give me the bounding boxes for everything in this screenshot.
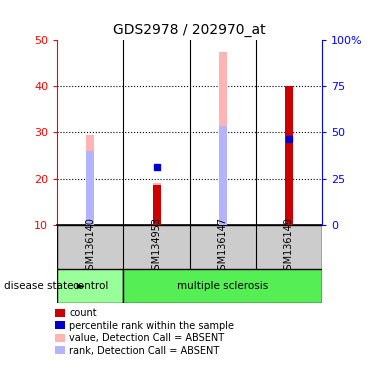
Title: GDS2978 / 202970_at: GDS2978 / 202970_at xyxy=(113,23,266,36)
Bar xyxy=(219,126,227,225)
Text: GSM136147: GSM136147 xyxy=(218,217,228,276)
Text: GSM134953: GSM134953 xyxy=(152,217,162,276)
Legend: count, percentile rank within the sample, value, Detection Call = ABSENT, rank, : count, percentile rank within the sample… xyxy=(55,308,234,356)
Text: control: control xyxy=(72,281,109,291)
Bar xyxy=(124,269,322,303)
Bar xyxy=(285,86,293,225)
Text: multiple sclerosis: multiple sclerosis xyxy=(177,281,268,291)
Bar xyxy=(87,135,94,225)
Text: disease state ►: disease state ► xyxy=(4,281,84,291)
Bar xyxy=(152,185,161,225)
Text: GSM136149: GSM136149 xyxy=(284,217,294,276)
Text: GSM136140: GSM136140 xyxy=(85,217,95,276)
Bar xyxy=(57,269,124,303)
Bar xyxy=(285,139,293,225)
Bar xyxy=(219,52,227,225)
Bar xyxy=(152,183,161,225)
Bar xyxy=(87,151,94,225)
